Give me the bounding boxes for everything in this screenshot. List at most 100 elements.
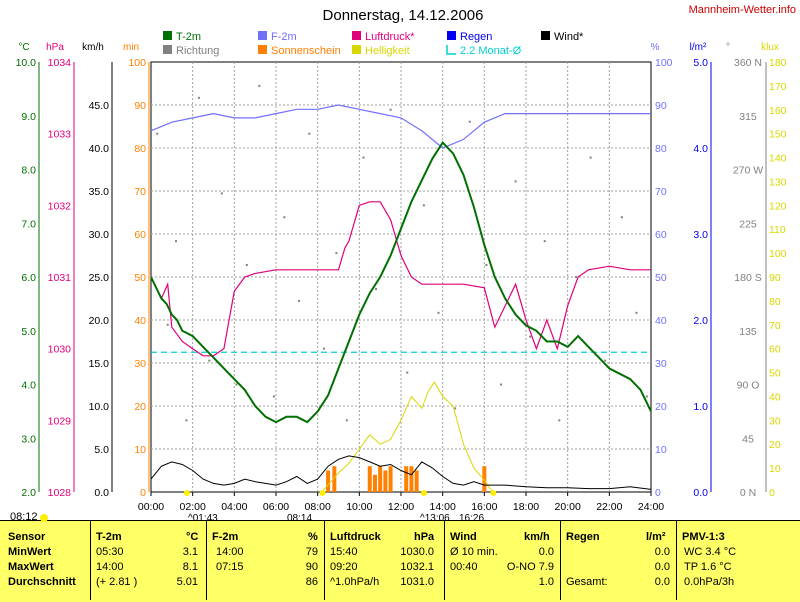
time-tick-label: 12:00	[388, 501, 414, 513]
axis-tick-label: 1031	[48, 272, 72, 284]
legend-swatch	[163, 45, 172, 54]
axis-unit-label: l/m²	[690, 42, 707, 53]
table-cell-p_val: 1030.0	[400, 546, 434, 558]
axis-tick-label: 50	[134, 272, 146, 284]
time-tick-label: 24:00	[638, 501, 664, 513]
richtung-dot	[345, 419, 348, 422]
legend-label: 2.2 Monat-Ø	[460, 45, 522, 57]
sonnenschein-bar	[326, 470, 331, 492]
legend-swatch	[258, 31, 267, 40]
series-t2m-line	[150, 140, 652, 424]
axis-tick-label: 1028	[48, 487, 72, 499]
axis-unit-label: °C	[18, 42, 29, 53]
axis-tick-label: 3.0	[21, 433, 36, 445]
axis-tick-label: 80	[769, 296, 781, 308]
table-cell-t_time: 05:30	[96, 546, 124, 558]
axis-tick-label: 5.0	[693, 57, 708, 69]
axis-tick-label: 1030	[48, 344, 72, 356]
sonnenschein-bar	[482, 466, 487, 492]
axis-tick-label: 1034	[48, 57, 72, 69]
table-cell-t_val: 5.01	[176, 576, 198, 588]
axis-tick-label: 135	[739, 326, 757, 338]
series-f2m-line	[150, 104, 651, 149]
hdr-regen-unit: l/m²	[646, 531, 666, 543]
axis-tick-label: 70	[769, 320, 781, 332]
axis-tick-label: 40.0	[89, 143, 110, 155]
hdr-f2m: F-2m	[212, 531, 239, 543]
time-tick-label: 02:00	[180, 501, 206, 513]
legend-label: Wind*	[554, 31, 584, 43]
axis-tick-label: 2.0	[21, 487, 36, 499]
richtung-dot	[362, 156, 365, 159]
axis-tick-label: 40	[134, 315, 146, 327]
table-cell-w_a: Ø 10 min.	[450, 546, 498, 558]
axis-tick-label: 30.0	[89, 229, 110, 241]
axis-tick-label: 130	[769, 176, 787, 188]
table-cell-f_val: 86	[305, 576, 318, 588]
richtung-dot	[185, 419, 188, 422]
axis-tick-label: 60	[655, 229, 667, 241]
axis-tick-label: 40	[769, 391, 781, 403]
sonnenschein-bar	[383, 470, 388, 492]
richtung-dot	[156, 132, 159, 135]
table-cell-f_time: 14:00	[216, 546, 244, 558]
site-link[interactable]: Mannheim-Wetter.info	[689, 4, 796, 16]
time-tick-label: 20:00	[555, 501, 581, 513]
legend-swatch	[541, 31, 550, 40]
axis-tick-label: 70	[655, 186, 667, 198]
richtung-dot	[175, 240, 177, 243]
richtung-dot	[589, 156, 592, 159]
axis-tick-label: 30	[655, 358, 667, 370]
table-cell-f_val: 90	[305, 561, 318, 573]
axis-tick-label: 160	[769, 105, 787, 117]
sun-markers: ^01:43 08:14 ^13:06 16:26	[183, 490, 497, 520]
table-cell-r_val: 0.0	[654, 576, 670, 588]
legend-swatch	[258, 45, 267, 54]
time-tick-label: 18:00	[513, 501, 539, 513]
axis-tick-label: 8.0	[21, 165, 36, 177]
legend-swatch	[447, 31, 456, 40]
axis-tick-label: 20	[769, 439, 781, 451]
richtung-dot	[389, 108, 392, 111]
richtung-dot	[422, 204, 425, 207]
sonnenschein-bar	[414, 470, 419, 492]
richtung-dot	[166, 323, 169, 326]
axis-unit-label: klux	[761, 42, 779, 53]
legend-swatch	[352, 45, 361, 54]
series-luftdruck-line	[150, 201, 651, 357]
axis-tick-label: 7.0	[21, 218, 36, 230]
axis-tick-label: 140	[769, 153, 787, 165]
legend-swatch	[446, 45, 456, 55]
table-cell-p_time: 15:40	[330, 546, 358, 558]
sonnenschein-bar	[332, 466, 337, 492]
hdr-wind-unit: km/h	[524, 531, 550, 543]
table-cell-p_time: 09:20	[330, 561, 358, 573]
axis-tick-label: 30	[769, 415, 781, 427]
axis-tick-label: 20	[134, 401, 146, 413]
table-cell-pmv: TP 1.6 °C	[684, 561, 732, 573]
hdr-luftdruck-unit: hPa	[414, 531, 435, 543]
richtung-dot	[297, 299, 300, 302]
legend-label: Sonnenschein	[271, 45, 341, 57]
hdr-t2m: T-2m	[96, 531, 122, 543]
richtung-dot	[558, 419, 561, 422]
legend-label: Luftdruck*	[365, 31, 415, 43]
axis-unit-label: °	[726, 42, 730, 53]
axis-tick-label: 60	[769, 344, 781, 356]
axis-tick-label: 0.0	[94, 487, 109, 499]
time-tick-label: 06:00	[263, 501, 289, 513]
series-wind-line	[150, 455, 652, 490]
richtung-dot	[406, 371, 409, 374]
axis-tick-label: 225	[739, 218, 757, 230]
axis-tick-label: 0 N	[740, 487, 756, 499]
richtung-dot	[575, 276, 577, 278]
axis-tick-label: 25.0	[89, 272, 110, 284]
table-cell-p_val: 1032.1	[400, 561, 434, 573]
axis-tick-label: 5.0	[94, 444, 109, 456]
hdr-pmv: PMV-1:3	[682, 531, 725, 543]
axis-tick-label: 9.0	[21, 111, 36, 123]
axis-tick-label: 0	[655, 487, 661, 499]
axis-unit-label: min	[123, 42, 139, 53]
richtung-dot	[322, 347, 325, 350]
richtung-dot	[437, 311, 440, 314]
